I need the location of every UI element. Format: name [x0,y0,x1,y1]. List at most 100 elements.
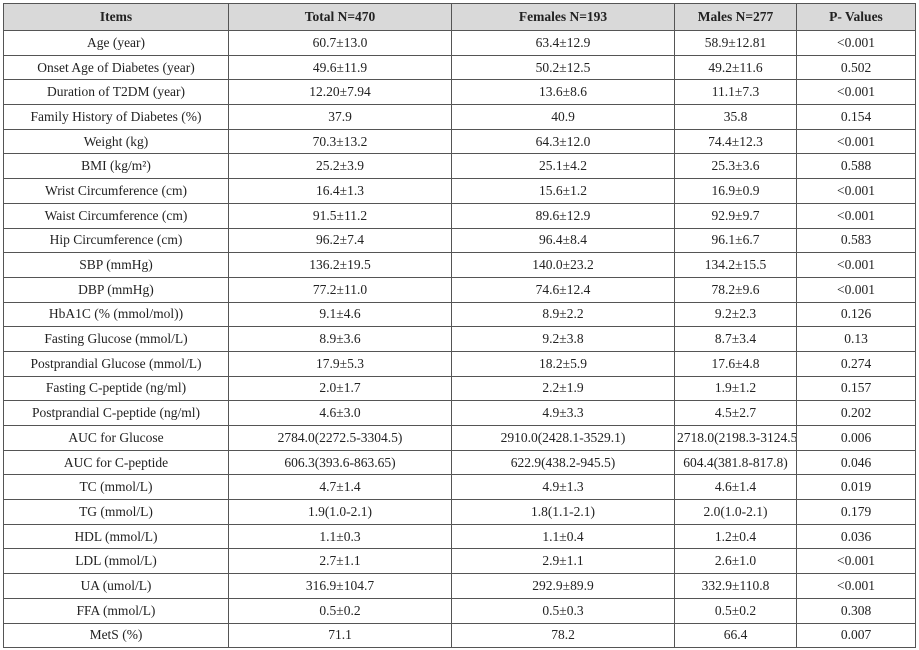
item-cell: BMI (kg/m²) [3,153,229,180]
value-cell: 0.308 [796,597,916,624]
value-cell: 64.3±12.0 [451,128,675,155]
value-cell: 71.1 [228,622,452,649]
value-cell: 49.6±11.9 [228,54,452,81]
item-cell: Wrist Circumference (cm) [3,178,229,204]
value-cell: 12.20±7.94 [228,79,452,106]
item-cell: Hip Circumference (cm) [3,227,229,254]
value-cell: 78.2±9.6 [674,276,797,303]
item-cell: Postprandial C-peptide (ng/ml) [3,400,229,426]
value-cell: 0.5±0.2 [674,597,797,624]
header-cell: Females N=193 [451,3,675,31]
value-cell: 4.9±1.3 [451,474,675,501]
table-row: TC (mmol/L) 4.7±1.4 4.9±1.3 4.6±1.4 0.019 [3,474,916,501]
value-cell: 18.2±5.9 [451,350,675,377]
value-cell: 1.8(1.1-2.1) [451,499,675,525]
table-row: MetS (%) 71.1 78.2 66.4 0.007 [3,622,916,649]
value-cell: 606.3(393.6-863.65) [228,449,452,476]
value-cell: 2910.0(2428.1-3529.1) [451,425,675,451]
table-row: TG (mmol/L) 1.9(1.0-2.1) 1.8(1.1-2.1) 2.0(1… [3,499,916,525]
value-cell: 4.7±1.4 [228,474,452,501]
value-cell: 332.9±110.8 [674,573,797,599]
table-row: Postprandial C-peptide (ng/ml) 4.6±3.0 4.9… [3,400,916,426]
value-cell: 9.1±4.6 [228,301,452,328]
item-cell: Waist Circumference (cm) [3,202,229,229]
value-cell: 0.046 [796,449,916,476]
value-cell: 0.157 [796,375,916,402]
value-cell: 35.8 [674,104,797,130]
value-cell: 96.2±7.4 [228,227,452,254]
item-cell: Family History of Diabetes (%) [3,104,229,130]
value-cell: 96.4±8.4 [451,227,675,254]
table-row: Waist Circumference (cm) 91.5±11.2 89.6±12… [3,202,916,229]
header-row: Items Total N=470 Females N=193 Males N=277… [3,3,916,31]
value-cell: <0.001 [796,573,916,599]
value-cell: <0.001 [796,548,916,575]
header-cell: Items [3,3,229,31]
value-cell: 0.588 [796,153,916,180]
value-cell: 16.9±0.9 [674,178,797,204]
value-cell: 89.6±12.9 [451,202,675,229]
item-cell: Fasting C-peptide (ng/ml) [3,375,229,402]
value-cell: 2718.0(2198.3-3124.5) [674,425,797,451]
value-cell: 49.2±11.6 [674,54,797,81]
value-cell: <0.001 [796,30,916,56]
value-cell: 1.1±0.3 [228,523,452,550]
value-cell: 2.7±1.1 [228,548,452,575]
table-row: Onset Age of Diabetes (year) 49.6±11.9 50.… [3,54,916,81]
value-cell: 316.9±104.7 [228,573,452,599]
item-cell: SBP (mmHg) [3,252,229,278]
value-cell: 1.9(1.0-2.1) [228,499,452,525]
item-cell: AUC for C-peptide [3,449,229,476]
table-row: BMI (kg/m²) 25.2±3.9 25.1±4.2 25.3±3.6 0.588 [3,153,916,180]
value-cell: 2.0(1.0-2.1) [674,499,797,525]
value-cell: 0.502 [796,54,916,81]
value-cell: 92.9±9.7 [674,202,797,229]
value-cell: 17.9±5.3 [228,350,452,377]
value-cell: 4.5±2.7 [674,400,797,426]
table-row: Duration of T2DM (year) 12.20±7.94 13.6±8.… [3,79,916,106]
value-cell: 8.9±3.6 [228,326,452,352]
value-cell: 2.9±1.1 [451,548,675,575]
item-cell: TC (mmol/L) [3,474,229,501]
item-cell: Postprandial Glucose (mmol/L) [3,350,229,377]
value-cell: 8.7±3.4 [674,326,797,352]
data-table: Items Total N=470 Females N=193 Males N=277… [3,3,916,649]
item-cell: UA (umol/L) [3,573,229,599]
table-row: SBP (mmHg) 136.2±19.5 140.0±23.2 134.2±15.5… [3,252,916,278]
value-cell: 134.2±15.5 [674,252,797,278]
value-cell: 40.9 [451,104,675,130]
value-cell: 96.1±6.7 [674,227,797,254]
table-row: Family History of Diabetes (%) 37.9 40.9 35… [3,104,916,130]
value-cell: 0.583 [796,227,916,254]
item-cell: Age (year) [3,30,229,56]
table-head: Items Total N=470 Females N=193 Males N=277… [3,3,916,31]
item-cell: HbA1C (% (mmol/mol)) [3,301,229,328]
table-row: DBP (mmHg) 77.2±11.0 74.6±12.4 78.2±9.6 <0.0… [3,276,916,303]
value-cell: 2.2±1.9 [451,375,675,402]
value-cell: 1.2±0.4 [674,523,797,550]
table-row: Weight (kg) 70.3±13.2 64.3±12.0 74.4±12.3 <0… [3,128,916,155]
item-cell: AUC for Glucose [3,425,229,451]
value-cell: 9.2±3.8 [451,326,675,352]
value-cell: 25.2±3.9 [228,153,452,180]
value-cell: 0.274 [796,350,916,377]
table-row: LDL (mmol/L) 2.7±1.1 2.9±1.1 2.6±1.0 <0.001 [3,548,916,575]
value-cell: 0.5±0.3 [451,597,675,624]
item-cell: Weight (kg) [3,128,229,155]
header-cell: P- Values [796,3,916,31]
value-cell: 15.6±1.2 [451,178,675,204]
table-row: FFA (mmol/L) 0.5±0.2 0.5±0.3 0.5±0.2 0.308 [3,597,916,624]
value-cell: 2.6±1.0 [674,548,797,575]
value-cell: 50.2±12.5 [451,54,675,81]
value-cell: 0.126 [796,301,916,328]
item-cell: Fasting Glucose (mmol/L) [3,326,229,352]
value-cell: 74.6±12.4 [451,276,675,303]
value-cell: 0.036 [796,523,916,550]
value-cell: 13.6±8.6 [451,79,675,106]
value-cell: <0.001 [796,79,916,106]
value-cell: 25.1±4.2 [451,153,675,180]
value-cell: 78.2 [451,622,675,649]
value-cell: 622.9(438.2-945.5) [451,449,675,476]
table-row: Age (year) 60.7±13.0 63.4±12.9 58.9±12.81 <0… [3,30,916,56]
value-cell: 140.0±23.2 [451,252,675,278]
